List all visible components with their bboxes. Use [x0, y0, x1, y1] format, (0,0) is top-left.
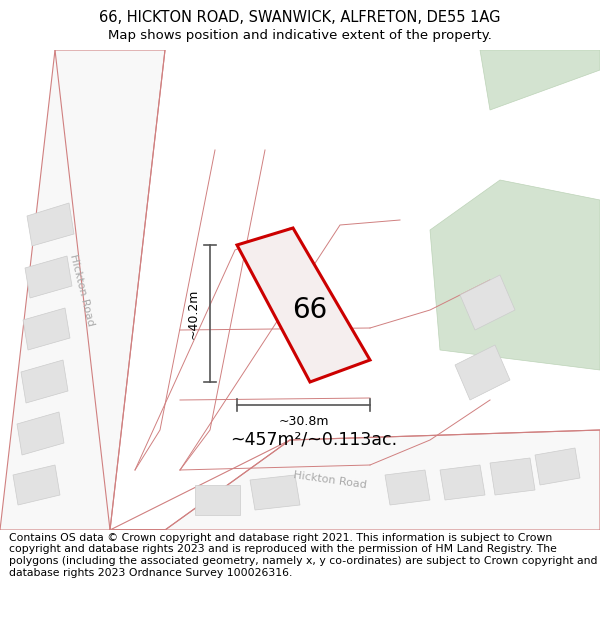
Text: ~40.2m: ~40.2m	[187, 288, 200, 339]
Text: ~457m²/~0.113ac.: ~457m²/~0.113ac.	[230, 431, 397, 449]
Polygon shape	[480, 50, 600, 110]
Polygon shape	[13, 465, 60, 505]
Polygon shape	[535, 448, 580, 485]
Text: 66: 66	[292, 296, 328, 324]
Polygon shape	[440, 465, 485, 500]
Polygon shape	[0, 50, 165, 530]
Polygon shape	[460, 275, 515, 330]
Polygon shape	[21, 360, 68, 403]
Polygon shape	[250, 475, 300, 510]
Polygon shape	[110, 430, 600, 530]
Text: Contains OS data © Crown copyright and database right 2021. This information is : Contains OS data © Crown copyright and d…	[9, 533, 598, 578]
Polygon shape	[17, 412, 64, 455]
Text: 66, HICKTON ROAD, SWANWICK, ALFRETON, DE55 1AG: 66, HICKTON ROAD, SWANWICK, ALFRETON, DE…	[99, 10, 501, 25]
Polygon shape	[430, 180, 600, 370]
Text: ~30.8m: ~30.8m	[278, 415, 329, 428]
Polygon shape	[490, 458, 535, 495]
Text: Hickton Road: Hickton Road	[293, 470, 367, 490]
Polygon shape	[25, 256, 72, 298]
Text: Map shows position and indicative extent of the property.: Map shows position and indicative extent…	[108, 29, 492, 42]
Polygon shape	[27, 203, 74, 246]
Polygon shape	[455, 345, 510, 400]
Polygon shape	[195, 485, 240, 515]
Text: Hickton Road: Hickton Road	[68, 253, 96, 327]
Polygon shape	[23, 308, 70, 350]
Polygon shape	[237, 228, 370, 382]
Polygon shape	[385, 470, 430, 505]
